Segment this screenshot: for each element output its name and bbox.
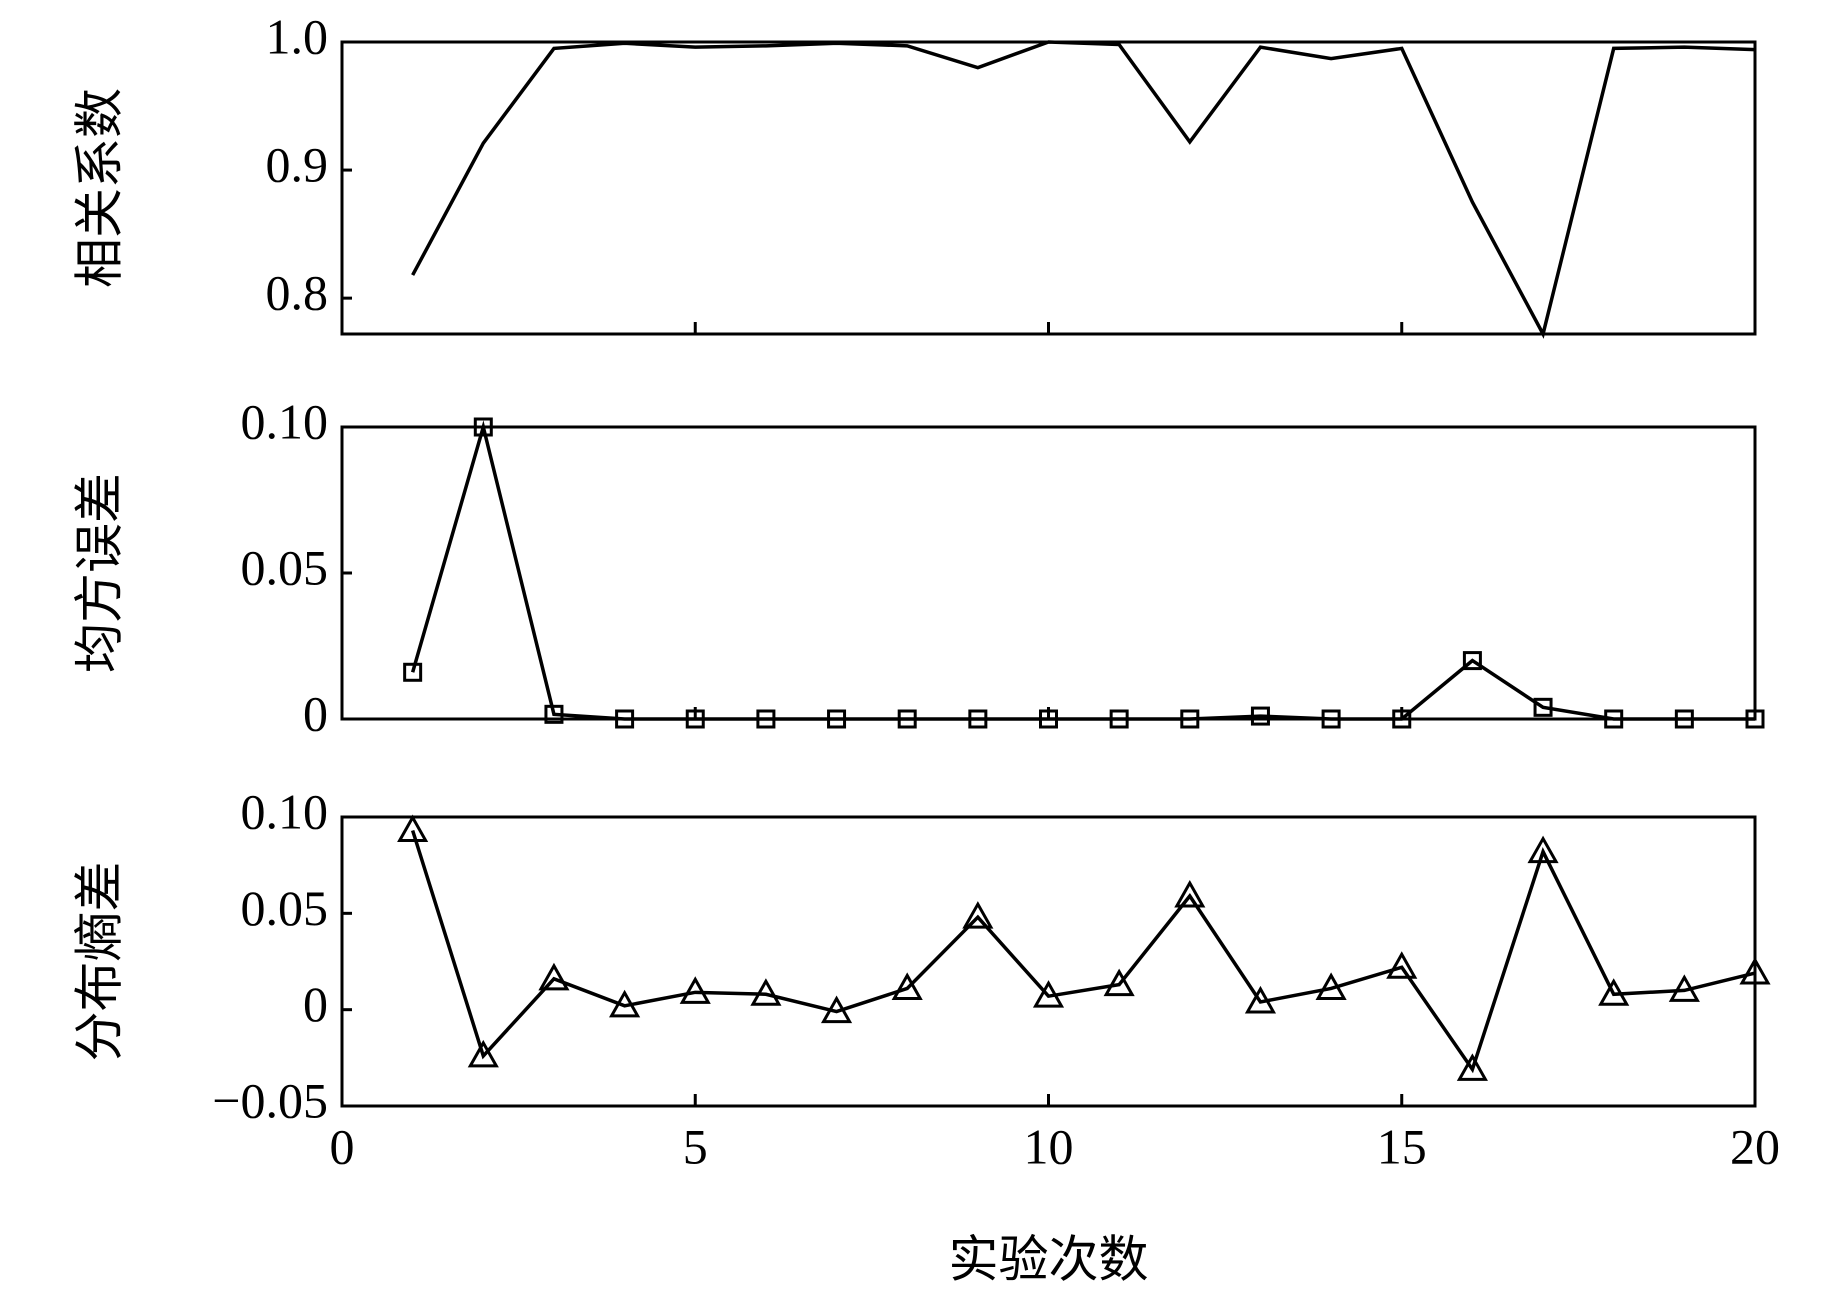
- y-tick-label: 1.0: [266, 8, 329, 64]
- marker: [1321, 709, 1341, 729]
- marker: [962, 901, 994, 929]
- y-tick-label: 0.8: [266, 265, 329, 321]
- y-tick-label: 0.05: [241, 539, 329, 595]
- marker: [1032, 980, 1065, 1008]
- line: [410, 829, 1756, 1074]
- marker: [1315, 972, 1347, 1000]
- y-tick-label: −0.05: [212, 1072, 328, 1128]
- y-tick-label: 0.9: [266, 137, 329, 193]
- y-tick-label: 0.10: [241, 783, 329, 839]
- marker: [1109, 709, 1129, 729]
- marker: [397, 814, 429, 842]
- marker: [1103, 968, 1135, 997]
- marker: [891, 972, 923, 1000]
- marker: [1039, 709, 1058, 729]
- marker: [1527, 835, 1559, 864]
- marker: [968, 709, 988, 729]
- x-tick-label: 10: [1024, 1118, 1074, 1174]
- y-tick-label: 0: [303, 976, 328, 1032]
- line: [410, 420, 1755, 721]
- y-tick-label: 0.10: [241, 393, 329, 449]
- y-tick-label: 0: [303, 685, 328, 741]
- x-tick-label: 15: [1377, 1118, 1427, 1174]
- y-axis-label: 分布熵差: [71, 862, 127, 1062]
- marker: [544, 704, 564, 724]
- plot-frame: [340, 425, 1757, 721]
- marker: [473, 417, 493, 437]
- marker: [827, 709, 847, 729]
- marker: [609, 989, 641, 1018]
- marker: [538, 962, 570, 991]
- marker: [1674, 709, 1694, 729]
- marker: [1244, 985, 1277, 1014]
- marker: [1739, 957, 1771, 985]
- marker: [897, 709, 917, 729]
- y-tick-label: 0.05: [241, 880, 329, 936]
- marker: [1392, 709, 1412, 729]
- marker: [1604, 709, 1624, 729]
- marker: [756, 709, 776, 729]
- line: [411, 40, 1756, 339]
- marker: [615, 709, 635, 729]
- marker: [1386, 951, 1418, 979]
- marker: [1250, 706, 1270, 726]
- marker: [1745, 709, 1765, 729]
- marker: [820, 995, 853, 1024]
- marker: [1533, 697, 1553, 717]
- marker: [1174, 879, 1206, 908]
- marker: [467, 1039, 499, 1068]
- marker: [750, 978, 782, 1006]
- marker: [1456, 1053, 1488, 1081]
- marker: [685, 709, 705, 729]
- marker: [1180, 709, 1200, 729]
- marker: [1462, 651, 1482, 671]
- y-axis-label: 相关系数: [71, 88, 127, 288]
- x-tick-label: 5: [683, 1118, 708, 1174]
- marker: [1668, 974, 1700, 1002]
- x-tick-label: 0: [330, 1118, 355, 1174]
- marker: [679, 976, 711, 1004]
- x-axis-label: 实验次数: [949, 1231, 1149, 1287]
- plot-frame: [340, 40, 1757, 336]
- marker: [403, 662, 423, 682]
- y-axis-label: 均方误差: [71, 473, 127, 673]
- x-tick-label: 20: [1730, 1118, 1780, 1174]
- marker: [1598, 978, 1630, 1006]
